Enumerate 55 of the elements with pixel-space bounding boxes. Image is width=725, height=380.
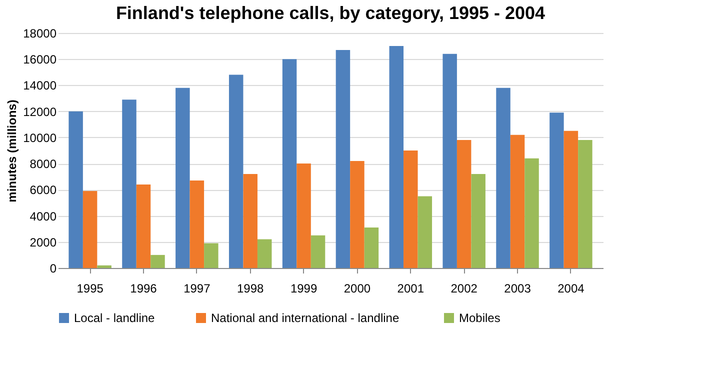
bar xyxy=(122,100,136,268)
y-tick-label: 8000 xyxy=(30,157,57,172)
bar xyxy=(296,164,311,268)
bar xyxy=(204,243,218,268)
bar xyxy=(456,140,472,268)
bar xyxy=(350,160,364,268)
y-tick-label: 2000 xyxy=(30,235,57,250)
bar xyxy=(389,46,404,268)
x-tick-label: 2001 xyxy=(397,282,424,296)
x-tick-label: 1996 xyxy=(130,282,158,296)
y-tick-label: 12000 xyxy=(23,104,57,119)
bar xyxy=(524,158,539,268)
legend-label: National and international - landline xyxy=(211,311,400,325)
legend-label: Local - landline xyxy=(74,311,156,325)
y-tick-label: 18000 xyxy=(23,26,57,40)
bar xyxy=(442,54,457,268)
bar xyxy=(578,140,592,268)
x-tick-label: 1997 xyxy=(184,282,211,296)
bar xyxy=(176,88,190,268)
legend-label: Mobiles xyxy=(459,311,500,325)
bar xyxy=(310,235,326,268)
bar xyxy=(510,134,525,268)
y-tick-label: 4000 xyxy=(30,209,57,224)
bar xyxy=(336,50,350,268)
bar xyxy=(282,59,297,268)
bar xyxy=(364,228,379,268)
x-tick-label: 2002 xyxy=(450,282,478,296)
bar xyxy=(471,174,486,268)
bar xyxy=(257,239,272,268)
bar xyxy=(136,184,151,268)
y-tick-label: 16000 xyxy=(23,52,57,67)
bar xyxy=(418,196,432,268)
x-tick-label: 1995 xyxy=(76,282,104,296)
bar xyxy=(496,88,510,268)
x-tick-label: 2004 xyxy=(558,282,585,296)
bar xyxy=(243,174,258,268)
x-tick-label: 1998 xyxy=(237,282,264,296)
x-tick-label: 2003 xyxy=(504,282,532,296)
y-axis-title: minutes (millions) xyxy=(5,100,20,202)
bar xyxy=(564,130,578,268)
y-tick-label: 14000 xyxy=(23,78,57,93)
bar xyxy=(228,74,244,268)
bar xyxy=(550,112,564,268)
y-tick-label: 6000 xyxy=(30,183,57,198)
bar xyxy=(82,190,98,268)
x-tick-label: 2000 xyxy=(344,282,371,296)
x-tick-label: 1999 xyxy=(290,282,318,296)
bar xyxy=(190,180,204,268)
bar xyxy=(404,150,418,268)
y-tick-label: 0 xyxy=(50,262,57,276)
chart-title: Finland's telephone calls, by category, 1995 - 2004 xyxy=(116,3,546,23)
bar xyxy=(150,254,165,268)
bar xyxy=(97,265,112,268)
y-tick-label: 10000 xyxy=(23,130,57,145)
bar xyxy=(68,111,83,268)
